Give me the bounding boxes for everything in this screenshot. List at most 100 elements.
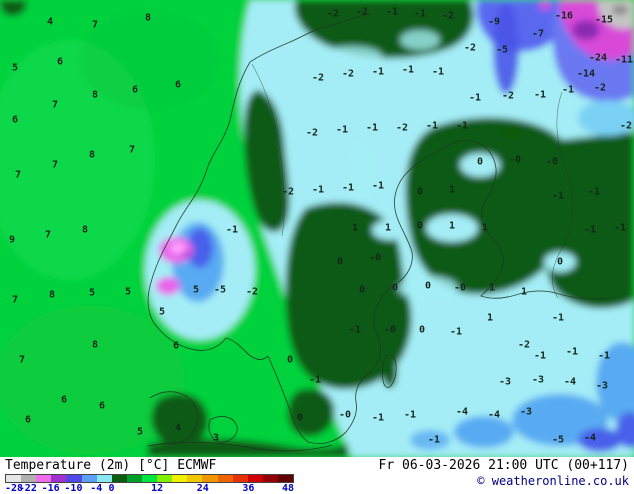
temp-label: -2 xyxy=(441,10,455,22)
temp-label: 5 xyxy=(136,426,144,438)
temp-label: 1 xyxy=(488,282,496,294)
temp-label: -1 xyxy=(431,66,445,78)
colorbar-segment xyxy=(81,475,97,482)
map-title-unit: [°C] xyxy=(138,458,170,473)
temp-label: 3 xyxy=(212,432,220,444)
temp-label: -1 xyxy=(365,122,379,134)
colorbar-segment xyxy=(247,475,263,482)
temp-label: -4 xyxy=(487,409,501,421)
colorbar-segment xyxy=(126,475,142,482)
temp-label: 1 xyxy=(481,222,489,234)
temp-label: -1 xyxy=(551,312,565,324)
temp-label: -2 xyxy=(395,122,409,134)
temp-label: -0 xyxy=(368,252,382,264)
temp-label: -3 xyxy=(498,376,512,388)
temp-label: -1 xyxy=(551,190,565,202)
temp-label: -15 xyxy=(594,14,614,26)
temp-label: -1 xyxy=(335,124,349,136)
temp-label: 0 xyxy=(416,186,424,198)
temp-label: -5 xyxy=(213,284,227,296)
temp-label: -3 xyxy=(531,374,545,386)
colorbar-tick: 36 xyxy=(242,483,255,494)
colorbar-segment xyxy=(232,475,248,482)
temp-label: -2 xyxy=(326,8,340,20)
temp-label: -3 xyxy=(519,406,533,418)
colorbar-segment xyxy=(96,475,112,482)
temp-label: -2 xyxy=(593,82,607,94)
colorbar-segment xyxy=(21,475,37,482)
temp-label: 4 xyxy=(174,422,182,434)
temp-label: 1 xyxy=(448,184,456,196)
colorbar-tick: -28 xyxy=(5,483,24,494)
temp-label: -3 xyxy=(595,380,609,392)
temp-label: -0 xyxy=(545,156,559,168)
colorbar-tick: -22 xyxy=(18,483,37,494)
temp-label: -2 xyxy=(501,90,515,102)
temp-label: -16 xyxy=(554,10,574,22)
colorbar-tick: 0 xyxy=(108,483,115,494)
temp-label: -1 xyxy=(371,180,385,192)
temp-label: -1 xyxy=(561,84,575,96)
colorbar-tick: -4 xyxy=(90,483,103,494)
temp-label: 5 xyxy=(192,284,200,296)
temperature-regions xyxy=(0,0,634,457)
colorbar-segment xyxy=(51,475,67,482)
temp-label: 0 xyxy=(296,412,304,424)
temp-label: -1 xyxy=(401,64,415,76)
temp-label: -5 xyxy=(551,434,565,446)
copyright: © weatheronline.co.uk xyxy=(477,474,629,488)
temp-label: -2 xyxy=(341,68,355,80)
temp-label: -7 xyxy=(531,28,545,40)
temp-label: -0 xyxy=(338,409,352,421)
temp-label: -1 xyxy=(311,184,325,196)
temp-label: -1 xyxy=(468,92,482,104)
coastlines xyxy=(147,13,613,452)
temp-label: -1 xyxy=(425,120,439,132)
temp-label: -9 xyxy=(487,16,501,28)
temp-label: 0 xyxy=(476,156,484,168)
temp-label: -2 xyxy=(245,286,259,298)
temp-label: 6 xyxy=(98,400,106,412)
temp-label: 7 xyxy=(14,169,22,181)
temp-label: 5 xyxy=(11,62,19,74)
temp-label: -2 xyxy=(281,186,295,198)
temp-label: 5 xyxy=(158,306,166,318)
temp-label: 6 xyxy=(11,114,19,126)
colorbar-tick: 48 xyxy=(281,483,294,494)
colorbar-tick: 12 xyxy=(151,483,164,494)
temp-label: 6 xyxy=(174,79,182,91)
temp-label: 6 xyxy=(56,56,64,68)
colorbar-segment xyxy=(262,475,278,482)
colorbar-segment xyxy=(217,475,233,482)
temp-label: 1 xyxy=(520,286,528,298)
temperature-colorbar xyxy=(5,474,294,483)
temp-label: -2 xyxy=(305,127,319,139)
temp-label: -1 xyxy=(385,6,399,18)
map-title-model: ECMWF xyxy=(177,458,217,473)
temp-label: 7 xyxy=(18,354,26,366)
temp-label: -5 xyxy=(495,44,509,56)
temp-label: -1 xyxy=(308,374,322,386)
temp-label: -1 xyxy=(413,8,427,20)
legend-bar: Temperature (2m) [°C] ECMWF Fr 06-03-202… xyxy=(0,457,634,494)
temp-label: 7 xyxy=(11,294,19,306)
temp-label: -1 xyxy=(533,350,547,362)
temp-label: -1 xyxy=(587,186,601,198)
temp-label: 7 xyxy=(91,19,99,31)
temp-label: 5 xyxy=(124,286,132,298)
colorbar-segment xyxy=(111,475,127,482)
temp-label: 0 xyxy=(391,282,399,294)
temp-label: 0 xyxy=(286,354,294,366)
temp-label: 7 xyxy=(128,144,136,156)
temp-label: -2 xyxy=(355,6,369,18)
temp-label: -1 xyxy=(225,224,239,236)
temp-label: -1 xyxy=(455,120,469,132)
temp-label: -11 xyxy=(614,54,634,66)
temp-label: 8 xyxy=(48,289,56,301)
temperature-field xyxy=(0,0,634,457)
temp-label: -0 xyxy=(508,154,522,166)
map-title-product: Temperature (2m) xyxy=(5,458,131,473)
temp-label: -0 xyxy=(383,324,397,336)
temp-label: 7 xyxy=(51,99,59,111)
temp-label: 6 xyxy=(60,394,68,406)
